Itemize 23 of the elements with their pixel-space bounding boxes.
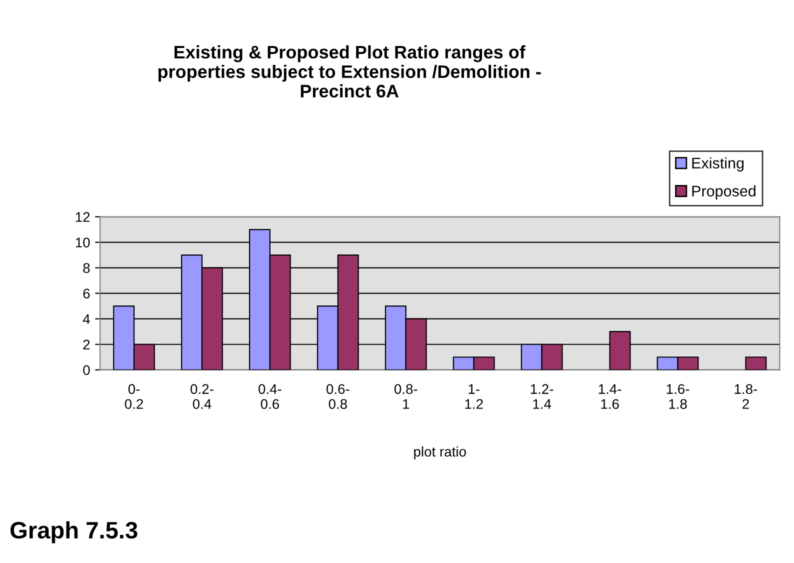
legend-label: Existing xyxy=(692,157,744,172)
y-tick-label: 2 xyxy=(83,340,90,350)
y-tick-label: 8 xyxy=(83,263,90,273)
x-axis-title: plot ratio xyxy=(414,446,466,460)
x-tick-label: 1.2-1.4 xyxy=(530,384,554,409)
x-tick-label: 0.2-0.4 xyxy=(190,384,214,409)
x-tick-label: 0.8-1 xyxy=(394,384,418,409)
x-tick-label: 1.6-1.8 xyxy=(666,384,690,409)
caption: Graph 7.5.3 xyxy=(10,521,138,544)
x-tick-label: 0.6-0.8 xyxy=(326,384,350,409)
x-tick-label: 1-1.2 xyxy=(465,384,483,409)
x-tick-label: 0-0.2 xyxy=(124,384,143,409)
y-tick-label: 10 xyxy=(76,238,90,248)
x-tick-label: 0.4-0.6 xyxy=(258,384,282,409)
chart-title: Existing & Proposed Plot Ratio ranges of properties subject to Extension /Demolition - Precinct 6A xyxy=(158,45,541,98)
y-tick-label: 0 xyxy=(83,365,90,376)
legend-label: Proposed xyxy=(692,185,756,200)
bar xyxy=(745,356,767,370)
x-tick-label: 1.8-2 xyxy=(734,384,758,409)
y-tick-label: 4 xyxy=(82,314,90,324)
y-tick-label: 6 xyxy=(83,288,90,298)
x-tick-label: 1.4-1.6 xyxy=(598,384,622,409)
y-tick-label: 12 xyxy=(76,212,90,222)
